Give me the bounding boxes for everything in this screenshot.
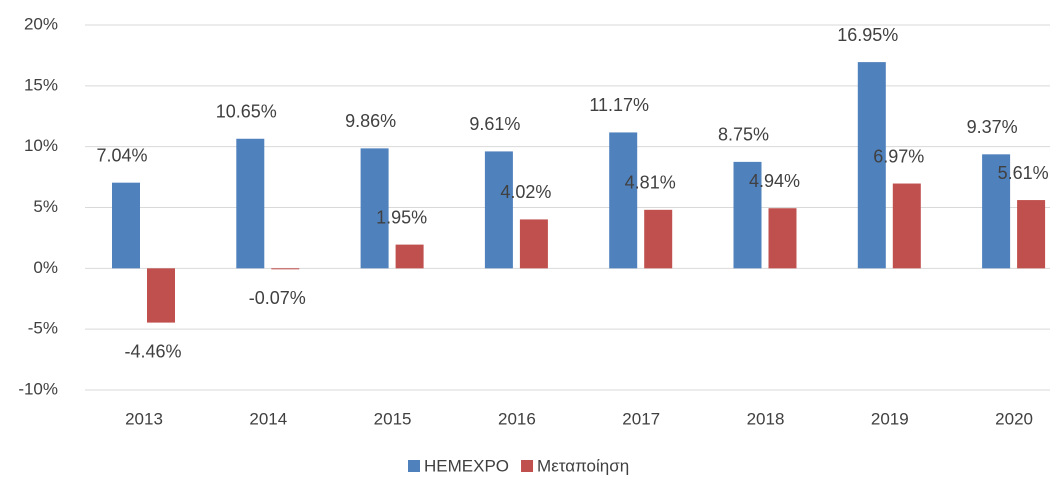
y-tick-label: 15% bbox=[24, 75, 58, 94]
bar bbox=[395, 244, 424, 269]
data-label: 9.86% bbox=[345, 111, 396, 131]
bar bbox=[609, 132, 638, 269]
data-label: 10.65% bbox=[216, 102, 277, 122]
y-tick-label: -10% bbox=[18, 379, 58, 398]
data-label: 16.95% bbox=[837, 25, 898, 45]
data-label: 9.61% bbox=[469, 114, 520, 134]
bar bbox=[644, 209, 673, 269]
data-label: -0.07% bbox=[249, 288, 306, 308]
data-label: 4.02% bbox=[500, 182, 551, 202]
bar bbox=[360, 148, 389, 269]
x-tick-label: 2014 bbox=[249, 409, 287, 428]
data-label: 4.81% bbox=[625, 173, 676, 193]
bar bbox=[892, 183, 921, 269]
data-label: 4.94% bbox=[749, 171, 800, 191]
legend-swatch bbox=[408, 460, 420, 472]
bar bbox=[484, 151, 513, 269]
y-tick-label: 10% bbox=[24, 136, 58, 155]
bar bbox=[112, 182, 140, 269]
y-tick-label: 0% bbox=[33, 258, 58, 277]
legend-label: Μεταποίηση bbox=[537, 456, 629, 475]
data-label: 5.61% bbox=[998, 163, 1049, 183]
bar bbox=[236, 138, 265, 269]
data-label: 8.75% bbox=[718, 125, 769, 145]
data-label: 6.97% bbox=[873, 146, 924, 166]
y-tick-label: 20% bbox=[24, 14, 58, 33]
bar bbox=[147, 268, 175, 323]
data-label: 11.17% bbox=[589, 95, 649, 115]
legend-label: HEMEXPO bbox=[424, 456, 509, 475]
data-label: -4.46% bbox=[124, 341, 181, 361]
bar bbox=[857, 62, 886, 269]
bar bbox=[1017, 200, 1046, 269]
bar bbox=[733, 161, 762, 269]
data-label: 1.95% bbox=[376, 207, 427, 227]
bar bbox=[768, 208, 797, 269]
data-label: 9.37% bbox=[967, 117, 1018, 137]
legend-swatch bbox=[521, 460, 534, 472]
x-tick-label: 2018 bbox=[747, 409, 785, 428]
bar bbox=[982, 154, 1011, 269]
x-tick-label: 2020 bbox=[995, 409, 1033, 428]
bar bbox=[271, 268, 300, 270]
x-tick-label: 2016 bbox=[498, 409, 536, 428]
x-tick-label: 2013 bbox=[125, 409, 163, 428]
data-label: 7.04% bbox=[96, 145, 147, 165]
y-tick-label: 5% bbox=[33, 197, 58, 216]
x-tick-label: 2019 bbox=[871, 409, 909, 428]
x-tick-label: 2017 bbox=[622, 409, 660, 428]
bar bbox=[519, 219, 548, 269]
y-tick-label: -5% bbox=[28, 319, 58, 338]
x-tick-label: 2015 bbox=[374, 409, 412, 428]
